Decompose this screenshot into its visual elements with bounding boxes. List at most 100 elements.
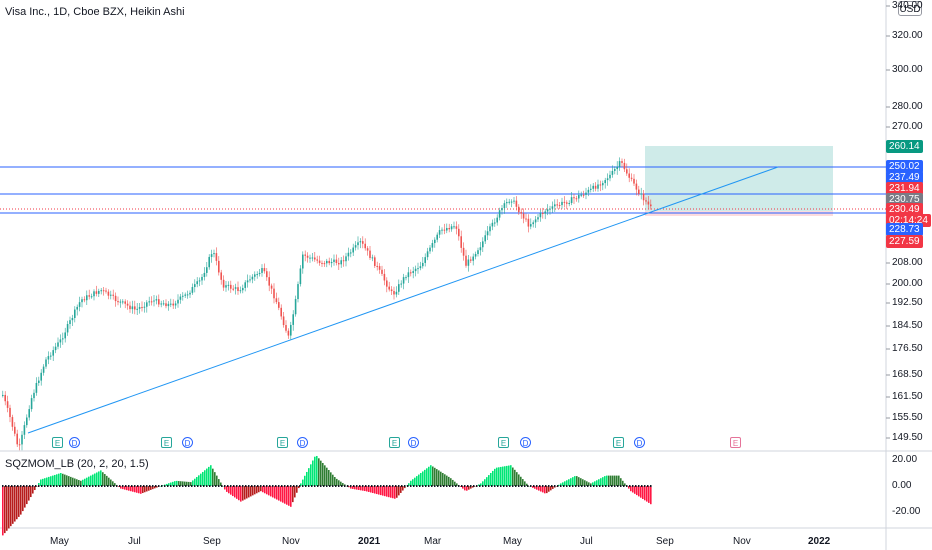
- candle-body: [136, 308, 138, 310]
- candle-body: [628, 173, 630, 178]
- squeeze-dot: [56, 485, 58, 487]
- momentum-bar: [384, 486, 386, 497]
- squeeze-dot: [107, 485, 109, 487]
- candle-body: [40, 372, 42, 381]
- candle-body: [465, 255, 467, 266]
- momentum-bar: [440, 471, 442, 486]
- candle-body: [532, 222, 534, 225]
- candle-body: [460, 236, 462, 248]
- momentum-bar: [414, 477, 416, 486]
- symbol-legend[interactable]: Visa Inc., 1D, Cboe BZX, Heikin Ashi: [5, 6, 185, 18]
- candle-body: [506, 202, 508, 204]
- squeeze-dot: [242, 485, 244, 487]
- candle-body: [438, 230, 441, 235]
- momentum-bar: [224, 486, 226, 490]
- candle-body: [62, 338, 64, 340]
- momentum-bar: [186, 481, 188, 486]
- momentum-bar: [52, 475, 54, 486]
- squeeze-dot: [311, 485, 313, 487]
- candle-body: [9, 407, 11, 418]
- candle-body: [76, 306, 78, 310]
- momentum-bar: [258, 486, 260, 493]
- momentum-bar: [432, 466, 434, 486]
- candle-body: [167, 303, 170, 307]
- candle-body: [170, 303, 172, 305]
- squeeze-dot: [530, 485, 532, 487]
- momentum-bar: [174, 481, 176, 486]
- candle-body: [580, 194, 582, 196]
- earnings-marker-icon[interactable]: E: [730, 437, 741, 448]
- earnings-marker-icon[interactable]: E: [498, 437, 509, 448]
- momentum-bar: [202, 471, 204, 486]
- momentum-bar: [486, 477, 488, 486]
- squeeze-dot: [68, 485, 70, 487]
- candle-body: [93, 291, 95, 297]
- currency-button[interactable]: USD: [898, 1, 922, 16]
- candle-body: [477, 250, 479, 255]
- momentum-bar: [498, 467, 500, 486]
- candle-body: [210, 254, 213, 257]
- candle-body: [263, 268, 266, 272]
- momentum-bar: [482, 481, 484, 486]
- momentum-bar: [346, 485, 348, 487]
- momentum-bar: [406, 485, 408, 487]
- candle-body: [316, 259, 318, 261]
- dividend-marker-icon[interactable]: D: [182, 437, 193, 448]
- momentum-bar: [64, 474, 66, 486]
- squeeze-dot: [179, 485, 181, 487]
- earnings-marker-icon[interactable]: E: [389, 437, 400, 448]
- squeeze-dot: [431, 485, 433, 487]
- momentum-bar: [142, 486, 144, 494]
- candle-body: [405, 277, 407, 279]
- candle-body: [642, 193, 645, 201]
- squeeze-dot: [332, 485, 334, 487]
- momentum-bar: [642, 486, 644, 499]
- dividend-marker-icon[interactable]: D: [520, 437, 531, 448]
- squeeze-dot: [296, 485, 298, 487]
- candle-body: [549, 208, 551, 210]
- squeeze-dot: [602, 485, 604, 487]
- squeeze-dot: [563, 485, 565, 487]
- candle-body: [429, 247, 431, 252]
- earnings-marker-icon[interactable]: E: [52, 437, 63, 448]
- candle-body: [597, 184, 599, 189]
- dividend-marker-icon[interactable]: D: [297, 437, 308, 448]
- indicator-legend[interactable]: SQZMOM_LB (20, 2, 20, 1.5): [5, 458, 149, 470]
- momentum-bar: [136, 486, 138, 493]
- momentum-bar: [522, 479, 524, 486]
- momentum-bar: [148, 486, 150, 491]
- earnings-marker-icon[interactable]: E: [277, 437, 288, 448]
- momentum-bar: [338, 480, 340, 486]
- earnings-marker-icon[interactable]: E: [161, 437, 172, 448]
- momentum-bar: [510, 465, 512, 486]
- price-label: 237.49: [886, 171, 923, 184]
- momentum-bar: [520, 476, 522, 486]
- momentum-bar: [366, 486, 368, 492]
- squeeze-dot: [41, 485, 43, 487]
- squeeze-dot: [140, 485, 142, 487]
- momentum-bar: [480, 483, 482, 486]
- earnings-marker-icon[interactable]: E: [613, 437, 624, 448]
- candle-body: [270, 285, 273, 289]
- momentum-bar: [162, 485, 164, 486]
- momentum-bar: [422, 471, 424, 486]
- momentum-bar: [490, 473, 492, 486]
- squeeze-dot: [467, 485, 469, 487]
- momentum-bar: [122, 486, 124, 490]
- momentum-bar: [240, 486, 242, 502]
- dividend-marker-icon[interactable]: D: [69, 437, 80, 448]
- momentum-bar: [424, 469, 426, 486]
- momentum-bar: [34, 486, 36, 491]
- momentum-bar: [138, 486, 140, 494]
- momentum-bar: [518, 474, 520, 486]
- candle-body: [450, 226, 453, 230]
- candle-body: [614, 169, 616, 171]
- squeeze-dot: [458, 485, 460, 487]
- candle-body: [122, 301, 124, 303]
- momentum-bar: [234, 486, 236, 498]
- candle-body: [47, 356, 50, 360]
- dividend-marker-icon[interactable]: D: [634, 437, 645, 448]
- momentum-bar: [646, 486, 648, 502]
- dividend-marker-icon[interactable]: D: [408, 437, 419, 448]
